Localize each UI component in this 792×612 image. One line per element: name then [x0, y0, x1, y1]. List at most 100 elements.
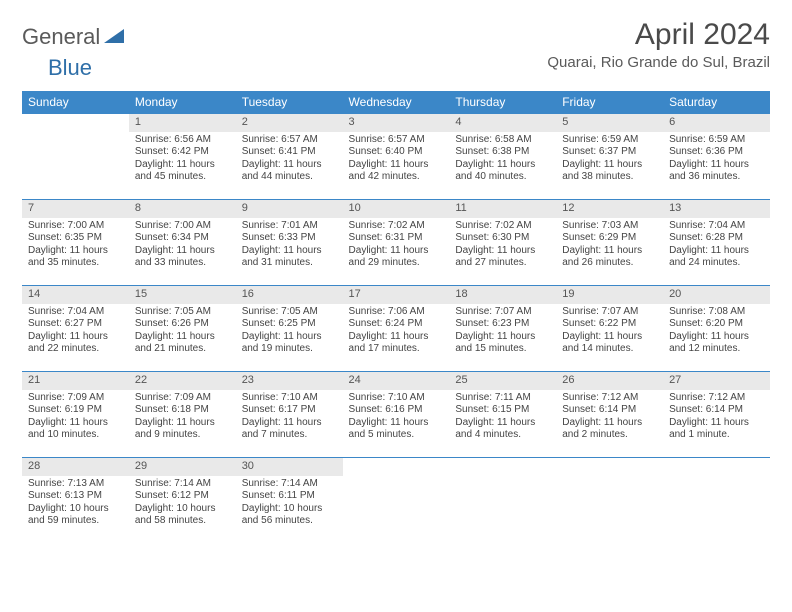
day-number: 11 — [449, 199, 556, 218]
day-info-line: Sunset: 6:16 PM — [349, 404, 444, 417]
calendar-day-cell: 8Sunrise: 7:00 AMSunset: 6:34 PMDaylight… — [129, 199, 236, 285]
day-number — [556, 457, 663, 473]
day-content: Sunrise: 7:10 AMSunset: 6:16 PMDaylight:… — [343, 390, 450, 446]
day-info-line: Sunset: 6:13 PM — [28, 490, 123, 503]
day-number: 28 — [22, 457, 129, 476]
weekday-header: Wednesday — [343, 91, 450, 113]
day-content: Sunrise: 7:05 AMSunset: 6:25 PMDaylight:… — [236, 304, 343, 360]
day-info-line: Daylight: 11 hours and 12 minutes. — [669, 331, 764, 356]
day-info-line: Sunrise: 7:06 AM — [349, 306, 444, 319]
day-info-line: Daylight: 11 hours and 9 minutes. — [135, 417, 230, 442]
calendar-day-cell: 12Sunrise: 7:03 AMSunset: 6:29 PMDayligh… — [556, 199, 663, 285]
day-info-line: Daylight: 11 hours and 2 minutes. — [562, 417, 657, 442]
calendar-day-cell: 27Sunrise: 7:12 AMSunset: 6:14 PMDayligh… — [663, 371, 770, 457]
day-info-line: Sunset: 6:33 PM — [242, 232, 337, 245]
day-info-line: Sunset: 6:18 PM — [135, 404, 230, 417]
calendar-day-cell: 26Sunrise: 7:12 AMSunset: 6:14 PMDayligh… — [556, 371, 663, 457]
day-info-line: Sunrise: 7:12 AM — [669, 392, 764, 405]
weekday-header: Friday — [556, 91, 663, 113]
day-info-line: Sunset: 6:27 PM — [28, 318, 123, 331]
day-content: Sunrise: 7:02 AMSunset: 6:30 PMDaylight:… — [449, 218, 556, 274]
day-info-line: Daylight: 11 hours and 7 minutes. — [242, 417, 337, 442]
page-title: April 2024 — [547, 18, 770, 52]
day-info-line: Sunset: 6:30 PM — [455, 232, 550, 245]
calendar-day-cell: 7Sunrise: 7:00 AMSunset: 6:35 PMDaylight… — [22, 199, 129, 285]
day-number: 24 — [343, 371, 450, 390]
day-content: Sunrise: 6:56 AMSunset: 6:42 PMDaylight:… — [129, 132, 236, 188]
weekday-header: Saturday — [663, 91, 770, 113]
day-info-line: Sunrise: 7:00 AM — [28, 220, 123, 233]
calendar-day-cell: 28Sunrise: 7:13 AMSunset: 6:13 PMDayligh… — [22, 457, 129, 543]
day-info-line: Sunset: 6:37 PM — [562, 146, 657, 159]
day-info-line: Sunset: 6:38 PM — [455, 146, 550, 159]
day-info-line: Sunrise: 6:59 AM — [562, 134, 657, 147]
day-info-line: Sunrise: 7:14 AM — [135, 478, 230, 491]
day-info-line: Sunrise: 6:58 AM — [455, 134, 550, 147]
day-info-line: Daylight: 10 hours and 56 minutes. — [242, 503, 337, 528]
day-content: Sunrise: 6:57 AMSunset: 6:40 PMDaylight:… — [343, 132, 450, 188]
day-number: 21 — [22, 371, 129, 390]
calendar-day-cell: 17 Sunrise: 7:06 AMSunset: 6:24 PMDayligh… — [343, 285, 450, 371]
day-number: 6 — [663, 113, 770, 132]
calendar-day-cell — [343, 457, 450, 543]
calendar-day-cell: 3Sunrise: 6:57 AMSunset: 6:40 PMDaylight… — [343, 113, 450, 199]
calendar-week-row: 14Sunrise: 7:04 AMSunset: 6:27 PMDayligh… — [22, 285, 770, 371]
day-info-line: Sunset: 6:24 PM — [349, 318, 444, 331]
calendar-day-cell — [663, 457, 770, 543]
day-info-line: Sunrise: 7:07 AM — [562, 306, 657, 319]
calendar-day-cell: 14Sunrise: 7:04 AMSunset: 6:27 PMDayligh… — [22, 285, 129, 371]
day-info-line: Daylight: 11 hours and 38 minutes. — [562, 159, 657, 184]
day-number: 22 — [129, 371, 236, 390]
day-info-line: Sunrise: 7:07 AM — [455, 306, 550, 319]
calendar-day-cell: 23 Sunrise: 7:10 AMSunset: 6:17 PMDayligh… — [236, 371, 343, 457]
day-info-line: Sunrise: 7:08 AM — [669, 306, 764, 319]
day-content: Sunrise: 7:00 AMSunset: 6:34 PMDaylight:… — [129, 218, 236, 274]
day-content: Sunrise: 7:02 AMSunset: 6:31 PMDaylight:… — [343, 218, 450, 274]
day-info-line: Sunset: 6:31 PM — [349, 232, 444, 245]
day-info-line: Daylight: 11 hours and 44 minutes. — [242, 159, 337, 184]
calendar-body: 1Sunrise: 6:56 AMSunset: 6:42 PMDaylight… — [22, 113, 770, 543]
calendar-day-cell: 30Sunrise: 7:14 AMSunset: 6:11 PMDayligh… — [236, 457, 343, 543]
day-info-line: Sunset: 6:14 PM — [562, 404, 657, 417]
day-info-line: Sunrise: 7:04 AM — [669, 220, 764, 233]
day-info-line: Daylight: 11 hours and 14 minutes. — [562, 331, 657, 356]
day-number: 8 — [129, 199, 236, 218]
day-content: Sunrise: 7:13 AMSunset: 6:13 PMDaylight:… — [22, 476, 129, 532]
day-content: Sunrise: 7:09 AMSunset: 6:19 PMDaylight:… — [22, 390, 129, 446]
calendar-day-cell: 19Sunrise: 7:07 AMSunset: 6:22 PMDayligh… — [556, 285, 663, 371]
day-info-line: Sunrise: 7:05 AM — [135, 306, 230, 319]
calendar-day-cell: 10Sunrise: 7:02 AMSunset: 6:31 PMDayligh… — [343, 199, 450, 285]
day-info-line: Daylight: 11 hours and 36 minutes. — [669, 159, 764, 184]
day-number: 2 — [236, 113, 343, 132]
day-info-line: Sunrise: 7:03 AM — [562, 220, 657, 233]
day-content: Sunrise: 7:04 AMSunset: 6:28 PMDaylight:… — [663, 218, 770, 274]
calendar-day-cell: 22Sunrise: 7:09 AMSunset: 6:18 PMDayligh… — [129, 371, 236, 457]
day-info-line: Sunset: 6:17 PM — [242, 404, 337, 417]
day-info-line: Sunset: 6:14 PM — [669, 404, 764, 417]
weekday-header: Thursday — [449, 91, 556, 113]
day-number — [663, 457, 770, 473]
day-info-line: Daylight: 10 hours and 58 minutes. — [135, 503, 230, 528]
day-info-line: Daylight: 11 hours and 17 minutes. — [349, 331, 444, 356]
day-number: 17 — [343, 285, 450, 304]
day-info-line: Sunrise: 7:02 AM — [349, 220, 444, 233]
day-info-line: Sunrise: 7:10 AM — [242, 392, 337, 405]
day-number: 23 — [236, 371, 343, 390]
day-info-line: Daylight: 11 hours and 29 minutes. — [349, 245, 444, 270]
day-info-line: Daylight: 11 hours and 22 minutes. — [28, 331, 123, 356]
logo-triangle-icon — [104, 27, 124, 48]
calendar-week-row: 7Sunrise: 7:00 AMSunset: 6:35 PMDaylight… — [22, 199, 770, 285]
weekday-header: Sunday — [22, 91, 129, 113]
day-info-line: Sunrise: 7:10 AM — [349, 392, 444, 405]
calendar-day-cell: 20Sunrise: 7:08 AMSunset: 6:20 PMDayligh… — [663, 285, 770, 371]
calendar-day-cell — [556, 457, 663, 543]
day-info-line: Sunrise: 7:05 AM — [242, 306, 337, 319]
day-number: 25 — [449, 371, 556, 390]
day-info-line: Daylight: 11 hours and 19 minutes. — [242, 331, 337, 356]
day-info-line: Daylight: 11 hours and 27 minutes. — [455, 245, 550, 270]
calendar-day-cell: 11Sunrise: 7:02 AMSunset: 6:30 PMDayligh… — [449, 199, 556, 285]
day-info-line: Sunrise: 6:57 AM — [349, 134, 444, 147]
day-number: 5 — [556, 113, 663, 132]
day-info-line: Sunset: 6:25 PM — [242, 318, 337, 331]
calendar-day-cell — [22, 113, 129, 199]
